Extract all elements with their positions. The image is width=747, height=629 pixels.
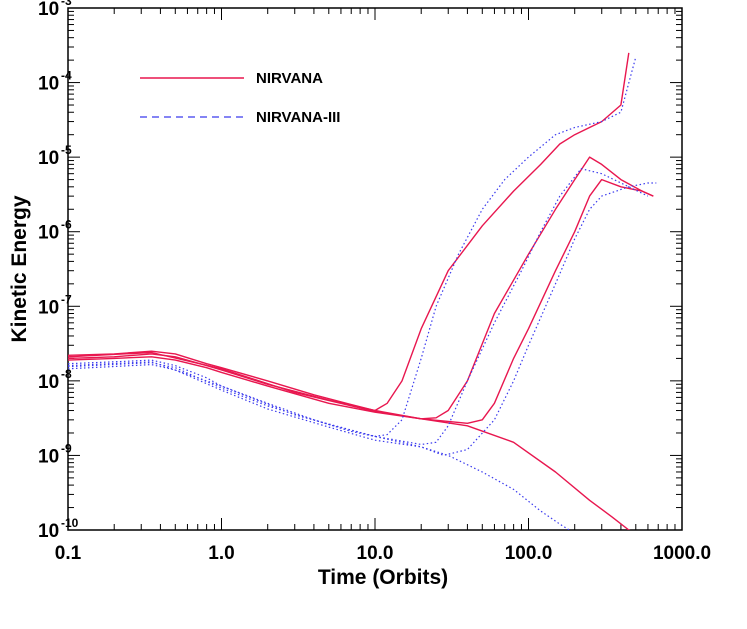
y-tick-exponent: -8 [61, 367, 72, 381]
y-tick-exponent: -4 [61, 69, 72, 83]
series-line: NIRVANA-III run 1 [68, 56, 637, 437]
axis-ticks [67, 7, 683, 531]
legend-label-nirvana-iii: NIRVANA-III [256, 109, 340, 126]
x-tick-label: 1.0 [208, 543, 234, 564]
y-tick-mantissa: 10 [38, 446, 59, 467]
legend-label-nirvana: NIRVANA [256, 70, 323, 87]
y-tick-label: 10 -3 [38, 0, 72, 20]
y-tick-exponent: -9 [61, 441, 72, 455]
y-tick-exponent: -10 [61, 516, 79, 530]
y-tick-label: 10 -6 [38, 218, 72, 244]
series-line: NIRVANA decay [68, 351, 631, 530]
series-line: NIRVANA-III run 3 [68, 182, 657, 456]
x-tick-label: 100.0 [505, 543, 553, 564]
y-tick-label: 10 -9 [38, 441, 72, 467]
x-tick-labels: 0.1 1.0 10.0 100.0 1000.0 [55, 543, 711, 564]
y-tick-mantissa: 10 [38, 297, 59, 318]
y-tick-mantissa: 10 [38, 372, 59, 393]
y-tick-label: 10 -4 [38, 69, 72, 95]
y-tick-mantissa: 10 [38, 0, 59, 20]
y-tick-label: 10 -8 [38, 367, 72, 393]
y-tick-mantissa: 10 [38, 148, 59, 169]
x-tick-label: 1000.0 [653, 543, 711, 564]
y-tick-mantissa: 10 [38, 223, 59, 244]
x-tick-label: 10.0 [357, 543, 394, 564]
data-series: NIRVANA run 1NIRVANA run 2NIRVANA run 3N… [68, 52, 657, 530]
y-tick-mantissa: 10 [38, 521, 59, 542]
y-tick-label: 10 -10 [38, 516, 79, 542]
legend: NIRVANA NIRVANA-III [140, 70, 340, 126]
series-line: NIRVANA-III decay [68, 361, 571, 530]
y-tick-label: 10 -5 [38, 143, 72, 169]
series-line: NIRVANA run 3 [68, 178, 654, 424]
y-tick-label: 10 -7 [38, 292, 72, 318]
plot-frame [67, 7, 683, 531]
series-line: NIRVANA-III run 2 [68, 168, 649, 446]
y-tick-exponent: -7 [61, 292, 72, 306]
y-tick-exponent: -3 [61, 0, 72, 8]
y-tick-exponent: -5 [61, 143, 72, 157]
series-line: NIRVANA run 2 [68, 156, 654, 420]
x-tick-label: 0.1 [55, 543, 82, 564]
y-tick-exponent: -6 [61, 218, 72, 232]
x-axis-title: Time (Orbits) [318, 566, 448, 589]
y-tick-mantissa: 10 [38, 74, 59, 95]
y-axis-title: Kinetic Energy [8, 195, 31, 342]
series-line: NIRVANA run 1 [68, 52, 630, 412]
